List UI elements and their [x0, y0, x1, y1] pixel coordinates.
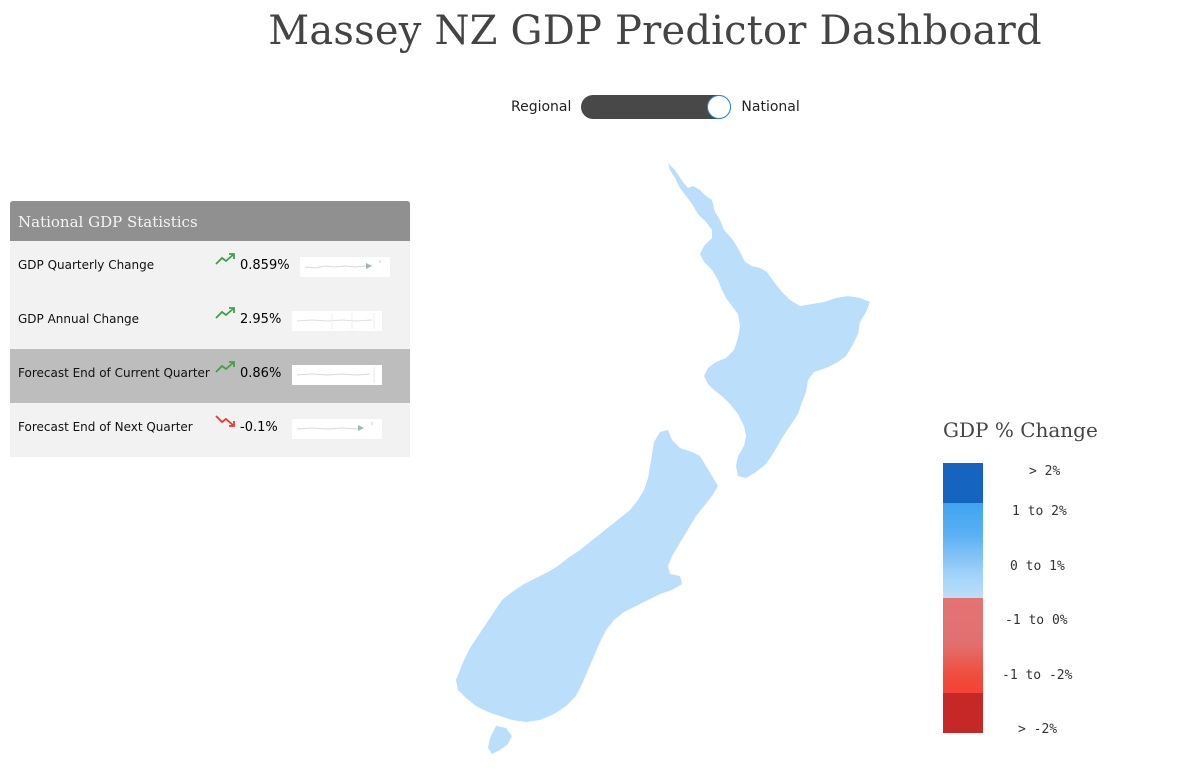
- legend-label: 1 to 2%: [1012, 504, 1067, 519]
- legend-label: > -2%: [1018, 722, 1058, 737]
- sparkline-chart: [292, 419, 382, 439]
- legend-label: -1 to 0%: [1005, 613, 1068, 628]
- view-toggle: Regional National: [511, 95, 800, 119]
- stat-value: 0.86%: [240, 366, 282, 381]
- stat-label: GDP Quarterly Change: [18, 258, 155, 272]
- legend-title: GDP % Change: [943, 418, 1098, 442]
- page-title: Massey NZ GDP Predictor Dashboard: [268, 8, 1042, 54]
- trend-up-icon: [215, 307, 235, 319]
- legend-color-scale: [943, 463, 983, 733]
- stat-label: GDP Annual Change: [18, 312, 140, 326]
- switch-knob[interactable]: [707, 95, 732, 119]
- legend-label: 0 to 1%: [1010, 559, 1065, 574]
- trend-down-icon: [215, 415, 235, 427]
- stat-label: Forecast End of Next Quarter: [18, 420, 193, 434]
- stat-value: 2.95%: [240, 312, 282, 327]
- regional-national-switch[interactable]: [581, 95, 732, 119]
- stat-value: 0.859%: [240, 258, 290, 273]
- sparkline-chart: [292, 311, 382, 331]
- stewart-island[interactable]: [488, 726, 512, 754]
- north-island[interactable]: [668, 163, 870, 478]
- nz-map[interactable]: [440, 160, 880, 760]
- toggle-label-regional[interactable]: Regional: [511, 99, 572, 115]
- stats-panel-header: National GDP Statistics: [10, 201, 410, 241]
- stat-row-forecast-next-quarter: Forecast End of Next Quarter -0.1%: [10, 403, 410, 457]
- trend-up-icon: [215, 361, 235, 373]
- trend-up-icon: [215, 253, 235, 265]
- stats-panel: National GDP Statistics GDP Quarterly Ch…: [10, 201, 410, 457]
- sparkline-chart: [292, 365, 382, 385]
- legend-label: > 2%: [1029, 464, 1061, 479]
- sparkline-chart: [300, 257, 390, 277]
- legend-label: -1 to -2%: [1002, 668, 1073, 683]
- stat-row-quarterly-change: GDP Quarterly Change 0.859%: [10, 241, 410, 295]
- south-island[interactable]: [456, 430, 718, 722]
- stat-value: -0.1%: [240, 420, 278, 435]
- toggle-label-national[interactable]: National: [741, 99, 800, 115]
- stat-label: Forecast End of Current Quarter: [18, 366, 210, 380]
- stat-row-forecast-current-quarter: Forecast End of Current Quarter 0.86%: [10, 349, 410, 403]
- stat-row-annual-change: GDP Annual Change 2.95%: [10, 295, 410, 349]
